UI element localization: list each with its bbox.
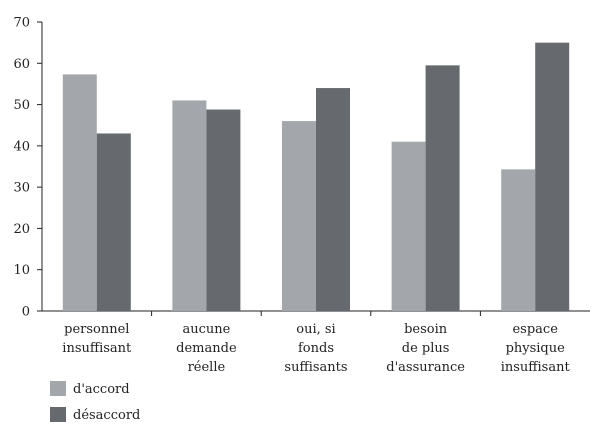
category-labels: personnel insuffisant aucune demande réelle o… <box>62 322 570 375</box>
y-tick-label: 30 <box>13 181 30 196</box>
category-label: espace <box>512 322 558 337</box>
bar-desaccord-4 <box>535 42 570 312</box>
category-label: demande <box>176 341 237 356</box>
y-tick-label: 0 <box>22 305 30 320</box>
y-tick-label: 20 <box>13 222 30 237</box>
category-label: d'assurance <box>386 360 465 375</box>
category-label: suffisants <box>284 360 347 375</box>
bar-accord-0 <box>62 74 97 311</box>
category-label: aucune <box>182 322 230 337</box>
legend-swatch-1 <box>50 407 66 422</box>
y-tick-label: 60 <box>13 57 30 72</box>
x-axis <box>42 310 590 316</box>
y-tick-label: 50 <box>13 98 30 113</box>
bar-accord-4 <box>501 169 536 311</box>
bar-desaccord-1 <box>206 109 241 311</box>
category-label: insuffisant <box>501 360 571 375</box>
y-tick-label: 10 <box>13 263 30 278</box>
bar-desaccord-0 <box>96 133 131 311</box>
category-label: fonds <box>298 341 334 356</box>
bar-desaccord-3 <box>425 65 460 311</box>
y-tick-label: 70 <box>13 16 30 31</box>
legend-label-0: d'accord <box>73 382 130 397</box>
category-label: besoin <box>404 322 448 337</box>
category-label: insuffisant <box>62 341 132 356</box>
legend-label-1: désaccord <box>73 408 140 423</box>
bar-accord-3 <box>391 141 426 311</box>
y-axis: 0 10 20 30 40 50 60 70 <box>13 16 43 320</box>
category-label: réelle <box>188 360 226 375</box>
category-label: de plus <box>402 341 450 356</box>
legend: d'accord désaccord <box>50 381 140 423</box>
y-tick-label: 40 <box>13 139 30 154</box>
category-label: personnel <box>64 322 129 337</box>
category-label: oui, si <box>296 322 335 337</box>
legend-swatch-0 <box>50 381 66 396</box>
bar-desaccord-2 <box>316 88 350 311</box>
bar-accord-2 <box>282 121 316 311</box>
category-label: physique <box>506 341 566 356</box>
bars <box>62 42 570 312</box>
bar-accord-1 <box>172 100 207 311</box>
